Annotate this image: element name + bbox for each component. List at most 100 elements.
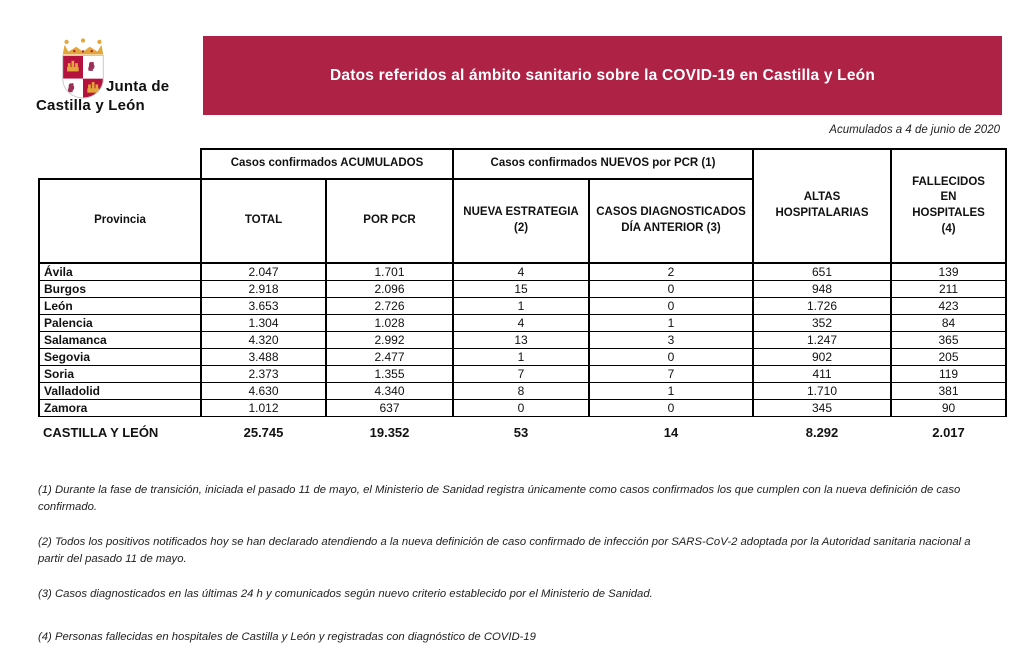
province-cell: Segovia <box>38 347 202 366</box>
province-cell: Ávila <box>38 262 202 281</box>
value-cell: 948 <box>752 279 893 298</box>
value-cell: 0 <box>588 347 755 366</box>
value-cell: 352 <box>752 313 893 332</box>
total-value-cell: 2.017 <box>932 424 965 440</box>
table-row-palencia: Palencia 1.304 1.028 4 1 352 84 <box>38 313 1008 332</box>
value-cell: 411 <box>752 364 893 383</box>
value-cell: 1.012 <box>200 398 327 417</box>
total-value-cell: 19.352 <box>369 424 410 440</box>
value-cell: 1.355 <box>324 364 455 383</box>
value-cell: 1.028 <box>324 313 455 332</box>
title-banner: Datos referidos al ámbito sanitario sobr… <box>203 36 1002 115</box>
total-value-cell: 14 <box>663 424 679 440</box>
value-cell: 2 <box>588 262 755 281</box>
value-cell: 4.340 <box>324 381 455 400</box>
value-cell: 2.477 <box>324 347 455 366</box>
value-cell: 1 <box>588 313 755 332</box>
total-value-cell: 25.745 <box>243 424 284 440</box>
province-cell: León <box>38 296 202 315</box>
value-cell: 1.701 <box>324 262 455 281</box>
value-cell: 3 <box>588 330 755 349</box>
value-cell: 2.918 <box>200 279 327 298</box>
value-cell: 8 <box>452 381 591 400</box>
value-cell: 4.320 <box>200 330 327 349</box>
value-cell: 139 <box>890 262 1008 281</box>
province-cell: Zamora <box>38 398 202 417</box>
column-header-por-pcr: POR PCR <box>324 178 455 264</box>
value-cell: 1.726 <box>752 296 893 315</box>
province-cell: Burgos <box>38 279 202 298</box>
value-cell: 0 <box>588 296 755 315</box>
value-cell: 0 <box>452 398 591 417</box>
value-cell: 651 <box>752 262 893 281</box>
province-cell: Valladolid <box>38 381 202 400</box>
table-row-leon: León 3.653 2.726 1 0 1.726 423 <box>38 296 1008 315</box>
value-cell: 205 <box>890 347 1008 366</box>
value-cell: 1 <box>452 296 591 315</box>
group-header-accumulated: Casos confirmados ACUMULADOS <box>199 148 455 180</box>
date-note: Acumulados a 4 de junio de 2020 <box>829 124 1000 136</box>
column-header-nueva-estrategia: NUEVA ESTRATEGIA (2) <box>452 178 591 264</box>
value-cell: 423 <box>890 296 1008 315</box>
value-cell: 2.096 <box>324 279 455 298</box>
table-row-salamanca: Salamanca 4.320 2.992 13 3 1.247 365 <box>38 330 1008 349</box>
footnote-3: (3) Casos diagnosticados en las últimas … <box>38 588 653 600</box>
value-cell: 2.047 <box>200 262 327 281</box>
value-cell: 4 <box>452 262 591 281</box>
value-cell: 3.488 <box>200 347 327 366</box>
table-total-row: CASTILLA Y LEÓN 25.745 19.352 53 14 8.29… <box>39 416 1006 440</box>
table-row-burgos: Burgos 2.918 2.096 15 0 948 211 <box>38 279 1008 298</box>
logo-text-line2: Castilla y León <box>36 97 145 114</box>
footnote-2: (2) Todos los positivos notificados hoy … <box>38 536 971 565</box>
table-row-valladolid: Valladolid 4.630 4.340 8 1 1.710 381 <box>38 381 1008 400</box>
value-cell: 4.630 <box>200 381 327 400</box>
value-cell: 637 <box>324 398 455 417</box>
group-header-new-pcr: Casos confirmados NUEVOS por PCR (1) <box>452 148 755 180</box>
province-cell: Palencia <box>38 313 202 332</box>
table-row-zamora: Zamora 1.012 637 0 0 345 90 <box>38 398 1008 417</box>
value-cell: 0 <box>588 279 755 298</box>
footnote-4: (4) Personas fallecidas en hospitales de… <box>38 630 536 643</box>
coat-of-arms-icon <box>62 38 104 99</box>
province-cell: Soria <box>38 364 202 383</box>
value-cell: 211 <box>890 279 1008 298</box>
value-cell: 2.726 <box>324 296 455 315</box>
value-cell: 1.304 <box>200 313 327 332</box>
value-cell: 90 <box>890 398 1008 417</box>
value-cell: 7 <box>452 364 591 383</box>
value-cell: 1 <box>588 381 755 400</box>
covid-data-table: Casos confirmados ACUMULADOS Casos confi… <box>38 148 1008 440</box>
corner-empty-cell <box>39 149 201 179</box>
value-cell: 84 <box>890 313 1008 332</box>
total-value-cell: 53 <box>513 424 529 440</box>
value-cell: 902 <box>752 347 893 366</box>
value-cell: 0 <box>588 398 755 417</box>
value-cell: 345 <box>752 398 893 417</box>
footnotes: (1) Durante la fase de transición, inici… <box>38 482 990 664</box>
value-cell: 4 <box>452 313 591 332</box>
column-header-row: Provincia TOTAL POR PCR NUEVA ESTRATEGIA… <box>38 178 1006 264</box>
group-header-row: Casos confirmados ACUMULADOS Casos confi… <box>39 148 1008 264</box>
table-row-segovia: Segovia 3.488 2.477 1 0 902 205 <box>38 347 1008 366</box>
column-header-provincia: Provincia <box>38 178 202 264</box>
value-cell: 365 <box>890 330 1008 349</box>
page-title: Datos referidos al ámbito sanitario sobr… <box>330 66 875 84</box>
value-cell: 7 <box>588 364 755 383</box>
column-header-total: TOTAL <box>200 178 327 264</box>
value-cell: 119 <box>890 364 1008 383</box>
value-cell: 3.653 <box>200 296 327 315</box>
value-cell: 15 <box>452 279 591 298</box>
logo-text-line1: Junta de <box>106 78 170 95</box>
province-cell: Salamanca <box>38 330 202 349</box>
value-cell: 1.247 <box>752 330 893 349</box>
table-row-soria: Soria 2.373 1.355 7 7 411 119 <box>38 364 1008 383</box>
junta-castilla-leon-logo: Junta de Castilla y León <box>36 38 176 118</box>
value-cell: 2.992 <box>324 330 455 349</box>
total-label: CASTILLA Y LEÓN <box>43 424 159 440</box>
table-row-avila: Ávila 2.047 1.701 4 2 651 139 <box>38 262 1008 281</box>
value-cell: 2.373 <box>200 364 327 383</box>
value-cell: 381 <box>890 381 1008 400</box>
value-cell: 13 <box>452 330 591 349</box>
column-header-altas: ALTAS HOSPITALARIAS <box>752 148 893 264</box>
